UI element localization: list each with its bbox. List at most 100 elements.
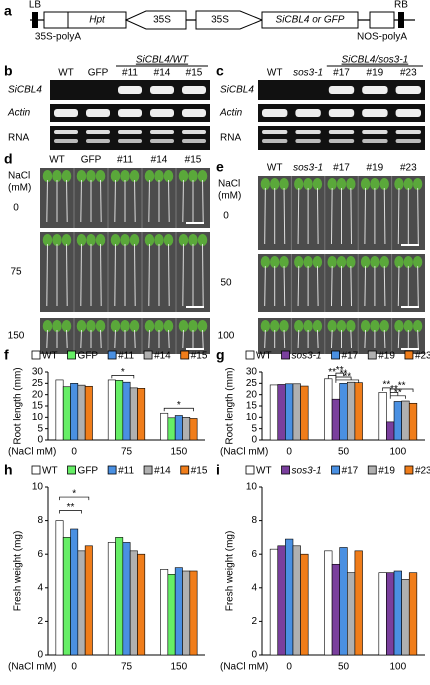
- leaf: [42, 234, 53, 246]
- legend-label: WT: [256, 466, 272, 477]
- legend-label: #11: [118, 466, 134, 477]
- root: [46, 329, 48, 349]
- bar: [324, 378, 333, 441]
- legend-swatch: [331, 350, 340, 360]
- significance-label: *: [72, 489, 76, 500]
- legend-label: WT: [42, 351, 58, 362]
- panel-label: g: [216, 347, 225, 363]
- promoter-label: 35S: [211, 15, 229, 26]
- y-tick-label: 10: [32, 482, 44, 493]
- lane-label: #14: [154, 68, 171, 79]
- leaf: [336, 256, 347, 268]
- y-tick-label: 5: [37, 423, 43, 434]
- y-tick-label: 30: [246, 367, 258, 378]
- leaf: [303, 320, 313, 332]
- leaf: [403, 256, 413, 268]
- lane-label: WT: [58, 68, 74, 79]
- x-tick-label: 75: [121, 662, 133, 673]
- root: [283, 265, 286, 307]
- leaf: [412, 178, 423, 190]
- leaf: [178, 320, 189, 332]
- root: [182, 179, 184, 223]
- legend-label: #23: [415, 466, 430, 477]
- legend-label: #15: [191, 466, 208, 477]
- leaf: [403, 178, 413, 190]
- row-label: 0: [13, 203, 19, 214]
- root: [202, 329, 204, 349]
- root: [283, 329, 286, 349]
- rb-label: RB: [394, 0, 408, 11]
- leaf: [95, 320, 106, 332]
- leaf: [178, 170, 189, 182]
- promoter-arrow: [195, 10, 264, 30]
- leaf: [95, 170, 106, 182]
- y-tick-label: 0: [37, 650, 43, 661]
- significance-bracket: [163, 407, 194, 412]
- leaf: [303, 256, 313, 268]
- root: [383, 187, 386, 245]
- band: [328, 86, 355, 94]
- left-border: [32, 12, 38, 28]
- root: [364, 329, 367, 349]
- leaf: [76, 320, 87, 332]
- y-tick-label: 20: [246, 389, 258, 400]
- significance-bracket: [111, 375, 135, 379]
- leaf: [379, 256, 389, 268]
- band: [362, 139, 388, 143]
- root: [283, 187, 286, 245]
- band: [118, 139, 142, 143]
- y-tick-label: 6: [251, 549, 257, 560]
- root: [46, 179, 48, 223]
- leaf: [86, 234, 96, 246]
- legend-swatch: [367, 465, 377, 475]
- root: [114, 329, 116, 349]
- bar: [62, 386, 71, 441]
- root: [202, 243, 204, 307]
- bar: [167, 574, 176, 656]
- y-tick-label: 0: [251, 650, 257, 661]
- band: [86, 130, 110, 134]
- root: [397, 187, 400, 245]
- root: [383, 329, 386, 349]
- gel: [50, 126, 210, 150]
- leaf: [370, 256, 380, 268]
- gel-header: SiCBL4/sos3-1: [342, 55, 409, 66]
- leaf: [144, 320, 155, 332]
- row-label: SiCBL4: [8, 85, 42, 96]
- leaf: [270, 320, 280, 332]
- root: [383, 265, 386, 307]
- leaf: [294, 320, 304, 332]
- polya-label: NOS-polyA: [357, 32, 407, 43]
- leaf: [76, 234, 87, 246]
- root: [350, 329, 353, 349]
- legend-swatch: [180, 350, 190, 360]
- band: [54, 139, 78, 143]
- leaf: [61, 320, 72, 332]
- y-axis-label: Fresh weight (mg): [225, 531, 236, 612]
- significance-bracket: [59, 510, 82, 514]
- root: [66, 179, 68, 223]
- leaf: [260, 178, 271, 190]
- lane-label: #23: [400, 163, 417, 174]
- leaf: [312, 256, 323, 268]
- row-label: RNA: [220, 133, 241, 144]
- panel-label: h: [4, 462, 13, 478]
- leaf: [360, 256, 371, 268]
- significance-label: *: [121, 367, 125, 378]
- root: [330, 265, 333, 307]
- x-axis-label: (NaCl mM): [220, 447, 268, 458]
- y-tick-label: 10: [246, 482, 258, 493]
- y-tick-label: 10: [246, 412, 258, 423]
- legend-label: GFP: [78, 351, 99, 362]
- leaf: [327, 320, 337, 332]
- band: [54, 109, 78, 117]
- root: [182, 243, 184, 307]
- bar: [408, 572, 418, 656]
- leaf: [270, 178, 280, 190]
- legend-label: #15: [191, 351, 208, 362]
- lane-label: #19: [367, 68, 384, 79]
- promoter-label: 35S: [153, 15, 171, 26]
- y-tick-label: 15: [32, 401, 44, 412]
- significance-label: **: [336, 365, 344, 376]
- legend-label: GFP: [78, 466, 99, 477]
